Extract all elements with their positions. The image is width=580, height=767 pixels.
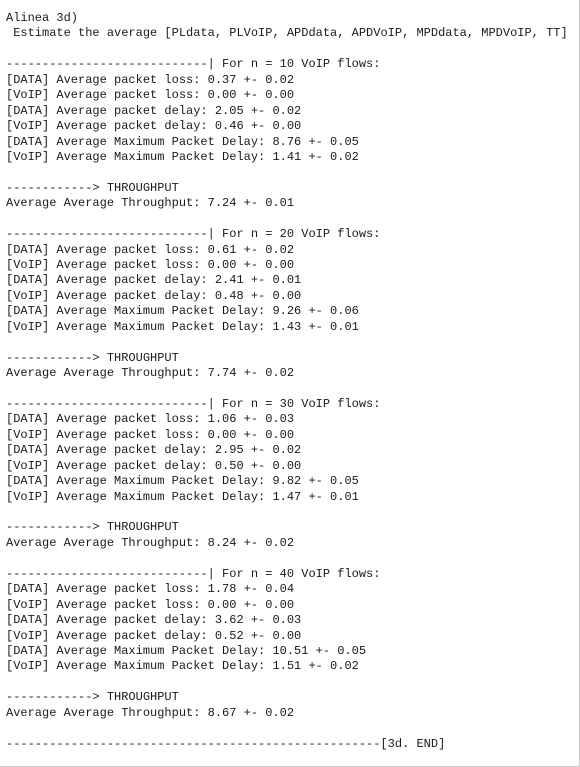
result-line: [DATA] Average Maximum Packet Delay: 9.8…: [6, 474, 359, 489]
result-line: [VoIP] Average Maximum Packet Delay: 1.4…: [6, 489, 359, 504]
throughput-heading: ------------> THROUGHPUT: [6, 690, 179, 705]
block-heading: ----------------------------| For n = 30…: [6, 396, 381, 411]
header-line: Alinea 3d): [6, 11, 79, 25]
result-line: [VoIP] Average packet loss: 0.00 +- 0.00: [6, 88, 295, 103]
throughput-heading: ------------> THROUGHPUT: [6, 350, 179, 365]
result-line: [VoIP] Average Maximum Packet Delay: 1.5…: [6, 659, 359, 674]
result-line: [VoIP] Average packet delay: 0.48 +- 0.0…: [6, 288, 302, 303]
result-line: [VoIP] Average Maximum Packet Delay: 1.4…: [6, 319, 359, 334]
blank-line: [6, 721, 579, 736]
block-heading: ----------------------------| For n = 10…: [6, 57, 381, 72]
blank-line: [6, 675, 579, 690]
result-line: [DATA] Average packet loss: 0.37 +- 0.02: [6, 72, 295, 87]
blank-line: [6, 382, 579, 397]
result-line: [DATA] Average Maximum Packet Delay: 8.7…: [6, 134, 359, 149]
blank-line: [6, 335, 579, 350]
throughput-line: Average Average Throughput: 8.67 +- 0.02: [6, 705, 295, 720]
throughput-line: Average Average Throughput: 7.74 +- 0.02: [6, 366, 295, 381]
blank-line: [6, 505, 579, 520]
result-line: [DATA] Average packet loss: 1.06 +- 0.03: [6, 412, 295, 427]
result-line: [DATA] Average packet delay: 2.05 +- 0.0…: [6, 103, 302, 118]
result-line: [VoIP] Average packet delay: 0.50 +- 0.0…: [6, 458, 302, 473]
result-line: [VoIP] Average packet loss: 0.00 +- 0.00: [6, 258, 295, 272]
result-line: [VoIP] Average packet delay: 0.46 +- 0.0…: [6, 119, 302, 134]
result-line: [VoIP] Average packet loss: 0.00 +- 0.00: [6, 427, 295, 442]
blank-line: [6, 42, 579, 57]
blank-line: [6, 212, 579, 227]
header-line: Estimate the average [PLdata, PLVoIP, AP…: [6, 26, 568, 41]
result-line: [VoIP] Average packet delay: 0.52 +- 0.0…: [6, 628, 302, 643]
throughput-heading: ------------> THROUGHPUT: [6, 180, 179, 195]
result-line: [VoIP] Average packet loss: 0.00 +- 0.00: [6, 597, 295, 612]
footer-line: ----------------------------------------…: [6, 736, 446, 751]
block-heading: ----------------------------| For n = 20…: [6, 227, 381, 242]
throughput-line: Average Average Throughput: 8.24 +- 0.02: [6, 535, 295, 550]
result-line: [DATA] Average packet delay: 3.62 +- 0.0…: [6, 613, 302, 628]
result-line: [DATA] Average Maximum Packet Delay: 10.…: [6, 643, 367, 658]
block-heading: ----------------------------| For n = 40…: [6, 566, 381, 581]
result-line: [DATA] Average packet loss: 1.78 +- 0.04: [6, 582, 295, 597]
result-line: [DATA] Average packet delay: 2.41 +- 0.0…: [6, 273, 302, 288]
result-line: [VoIP] Average Maximum Packet Delay: 1.4…: [6, 149, 359, 164]
blank-line: [6, 551, 579, 566]
result-line: [DATA] Average Maximum Packet Delay: 9.2…: [6, 304, 359, 319]
throughput-line: Average Average Throughput: 7.24 +- 0.01: [6, 196, 295, 211]
throughput-heading: ------------> THROUGHPUT: [6, 520, 179, 535]
result-line: [DATA] Average packet delay: 2.95 +- 0.0…: [6, 443, 302, 458]
blank-line: [6, 165, 579, 180]
result-line: [DATA] Average packet loss: 0.61 +- 0.02: [6, 242, 295, 257]
